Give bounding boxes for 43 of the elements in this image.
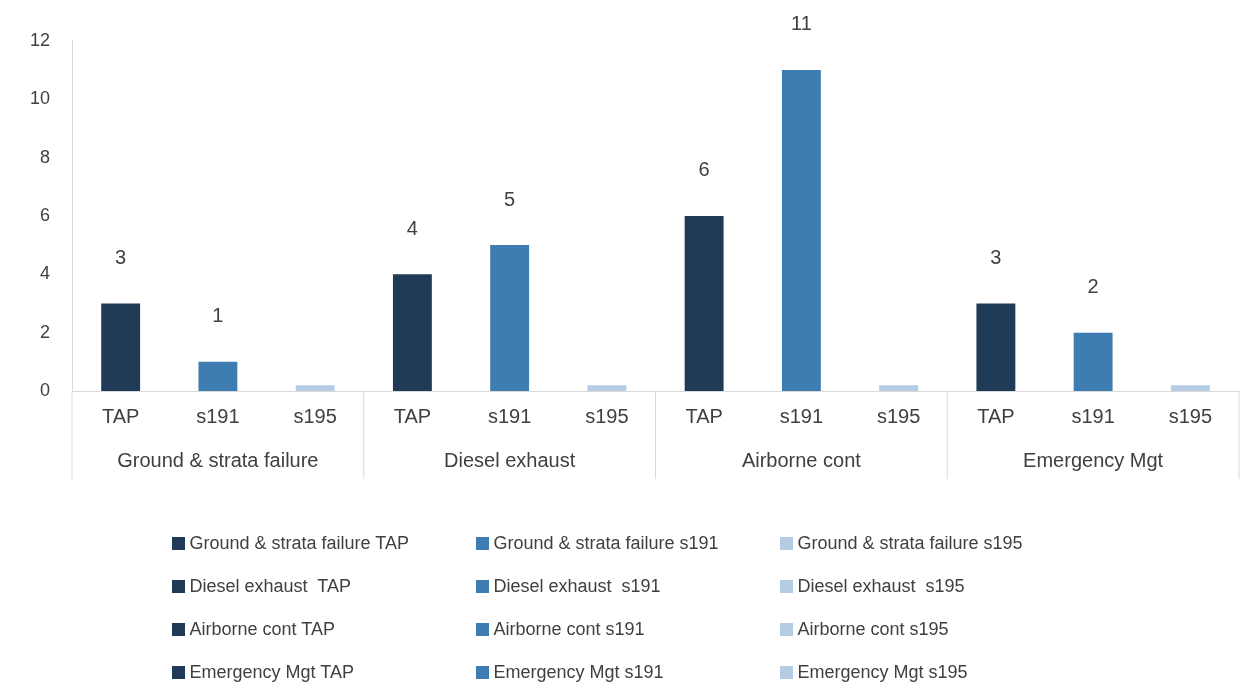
legend-label: Emergency Mgt TAP xyxy=(189,662,354,683)
data-label: 3 xyxy=(990,245,1002,268)
data-label: 11 xyxy=(791,12,812,35)
y-tick-label: 6 xyxy=(40,204,51,225)
x-tick-label: TAP xyxy=(101,404,140,427)
legend-label: Airborne cont TAP xyxy=(189,619,335,640)
y-tick-label: 10 xyxy=(29,88,51,109)
x-tick-label: TAP xyxy=(393,404,432,427)
legend-label: Ground & strata failure s191 xyxy=(493,533,719,554)
data-label: 5 xyxy=(504,187,516,210)
y-tick-label: 0 xyxy=(40,379,51,400)
legend-label: Emergency Mgt s191 xyxy=(493,662,664,683)
text: Emergency Mgt xyxy=(1023,448,1164,471)
x-tick-label: TAP xyxy=(685,404,723,427)
data-label: 1 xyxy=(212,304,224,327)
x-tick-label: s195 xyxy=(585,404,629,427)
legend-label: Airborne cont s195 xyxy=(797,619,949,640)
x-tick-label: s191 xyxy=(487,404,532,427)
x-tick-label: s195 xyxy=(1168,404,1213,427)
x-tick-label: s191 xyxy=(196,404,240,427)
x-tick-label: s195 xyxy=(876,404,921,427)
legend-label: Airborne cont s191 xyxy=(493,619,645,640)
data-label: 6 xyxy=(698,158,710,181)
y-tick-label: 2 xyxy=(40,321,51,342)
legend-label: Diesel exhaust s195 xyxy=(797,576,965,597)
x-tick-label: s191 xyxy=(779,404,824,427)
text: Airborne cont xyxy=(741,448,862,471)
legend-label: Ground & strata failure TAP xyxy=(189,533,409,554)
data-label: 4 xyxy=(406,216,418,239)
legend-label: Ground & strata failure s195 xyxy=(797,533,1023,554)
x-tick-label: TAP xyxy=(977,404,1015,427)
x-tick-label: s195 xyxy=(293,404,337,427)
y-tick-label: 8 xyxy=(40,146,51,167)
x-tick-label: s191 xyxy=(1071,404,1115,427)
text: Diesel exhaust xyxy=(444,448,576,471)
data-label: 2 xyxy=(1087,275,1099,298)
text: Ground & strata failure xyxy=(117,448,319,471)
y-tick-label: 4 xyxy=(40,263,51,284)
y-tick-label: 12 xyxy=(29,29,51,50)
legend-label: Diesel exhaust s191 xyxy=(493,576,661,597)
legend-label: Emergency Mgt s195 xyxy=(797,662,968,683)
legend-label: Diesel exhaust TAP xyxy=(189,576,351,597)
data-label: 3 xyxy=(115,245,127,268)
